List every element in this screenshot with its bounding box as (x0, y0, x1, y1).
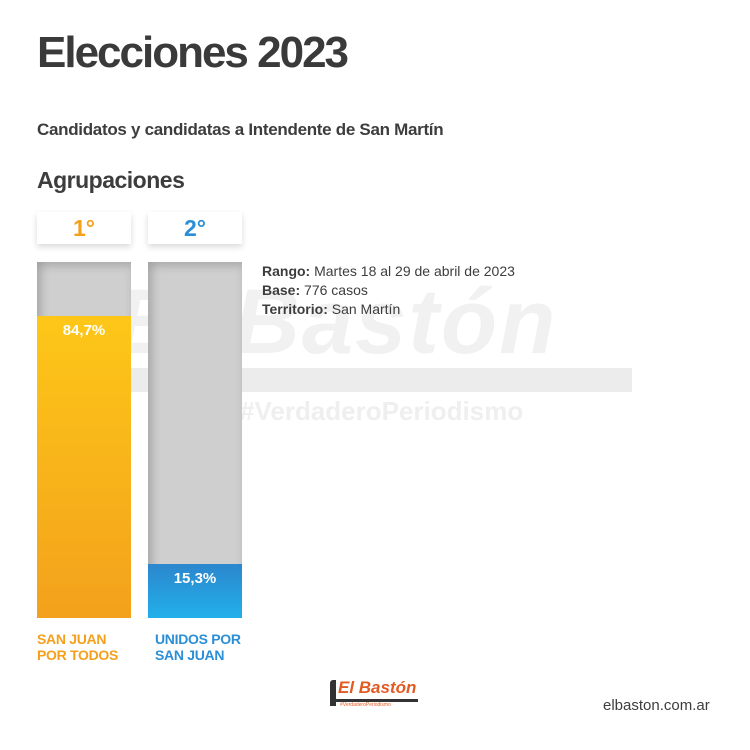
brand-logo: El Bastón #VerdaderoPeriodismo (330, 678, 422, 708)
bar-value-2: 15,3% (173, 569, 217, 587)
meta-territorio: Territorio: San Martín (262, 301, 401, 317)
bar-san-juan-por-todos: 84,7% (37, 262, 131, 618)
subtitle: Candidatos y candidatas a Intendente de … (37, 120, 444, 139)
bar-fill-2: 15,3% (148, 563, 242, 618)
bar-fill-1: 84,7% (37, 316, 131, 618)
bar-label-2-line1: UNIDOS POR (155, 631, 241, 647)
rank-badge-2: 2° (148, 212, 242, 244)
page-title: Elecciones 2023 (37, 28, 349, 77)
meta-base: Base: 776 casos (262, 282, 368, 298)
bar-label-1: SAN JUAN POR TODOS (37, 631, 118, 663)
section-title: Agrupaciones (37, 167, 185, 193)
logo-tagline: #VerdaderoPeriodismo (340, 702, 391, 708)
bar-label-1-line2: POR TODOS (37, 647, 119, 663)
bar-label-2: UNIDOS POR SAN JUAN (155, 631, 241, 663)
site-url: elbaston.com.ar (603, 697, 710, 714)
rank-badge-1: 1° (37, 212, 131, 244)
bar-label-1-line1: SAN JUAN (37, 631, 107, 647)
meta-rango: Rango: Martes 18 al 29 de abril de 2023 (262, 263, 515, 279)
logo-underline (330, 699, 418, 702)
watermark-sub: #VerdaderoPeriodismo (240, 396, 524, 426)
bar-unidos-por-san-juan: 15,3% (148, 262, 242, 618)
cane-icon (330, 680, 336, 706)
bar-label-2-line2: SAN JUAN (155, 647, 225, 663)
logo-text: El Bastón (338, 678, 417, 697)
bar-value-1: 84,7% (62, 322, 106, 340)
survey-meta: Rango: Martes 18 al 29 de abril de 2023 … (262, 262, 515, 319)
